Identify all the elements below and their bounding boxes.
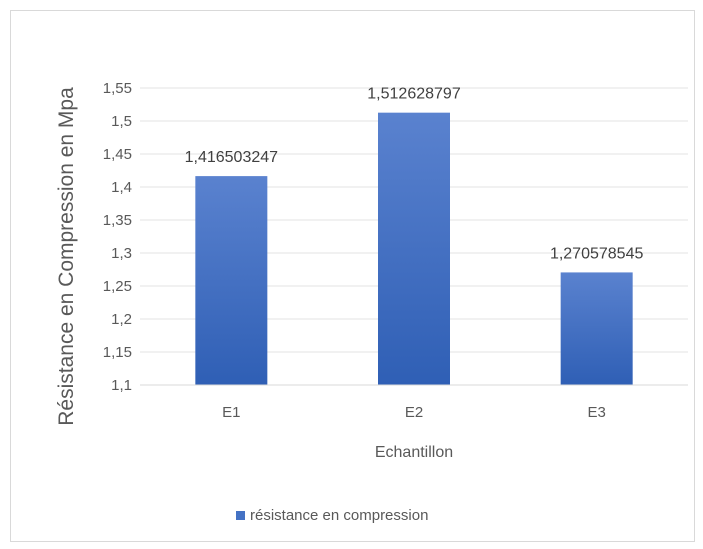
y-axis-title: Résistance en Compression en Mpa [55, 87, 78, 426]
y-tick-label: 1,1 [111, 377, 132, 394]
x-axis-ticks: E1 E2 E3 [222, 404, 606, 421]
data-label: 1,512628797 [367, 86, 461, 103]
bar-e3 [560, 272, 633, 385]
data-label: 1,416503247 [185, 149, 279, 166]
y-tick-label: 1,35 [103, 212, 132, 229]
y-tick-label: 1,3 [111, 245, 132, 262]
data-labels: 1,416503247 1,512628797 1,270578545 [185, 86, 644, 263]
y-tick-label: 1,4 [111, 179, 132, 196]
legend: résistance en compression [236, 507, 428, 524]
bar-e2 [378, 112, 450, 386]
y-axis-ticks: 1,1 1,15 1,2 1,25 1,3 1,35 1,4 1,45 1,5 1,55 [103, 80, 132, 394]
x-tick-label: E2 [405, 404, 423, 421]
bar-e1 [195, 176, 268, 385]
legend-swatch [236, 511, 245, 520]
y-tick-label: 1,45 [103, 146, 132, 163]
x-tick-label: E1 [222, 404, 240, 421]
y-tick-label: 1,5 [111, 113, 132, 130]
data-label: 1,270578545 [550, 245, 644, 262]
y-tick-label: 1,25 [103, 278, 132, 295]
bars [195, 112, 633, 386]
x-tick-label: E3 [587, 404, 605, 421]
y-tick-label: 1,2 [111, 311, 132, 328]
x-axis-title: Echantillon [375, 444, 453, 461]
y-tick-label: 1,55 [103, 80, 132, 97]
legend-label: résistance en compression [250, 507, 428, 524]
y-tick-label: 1,15 [103, 344, 132, 361]
